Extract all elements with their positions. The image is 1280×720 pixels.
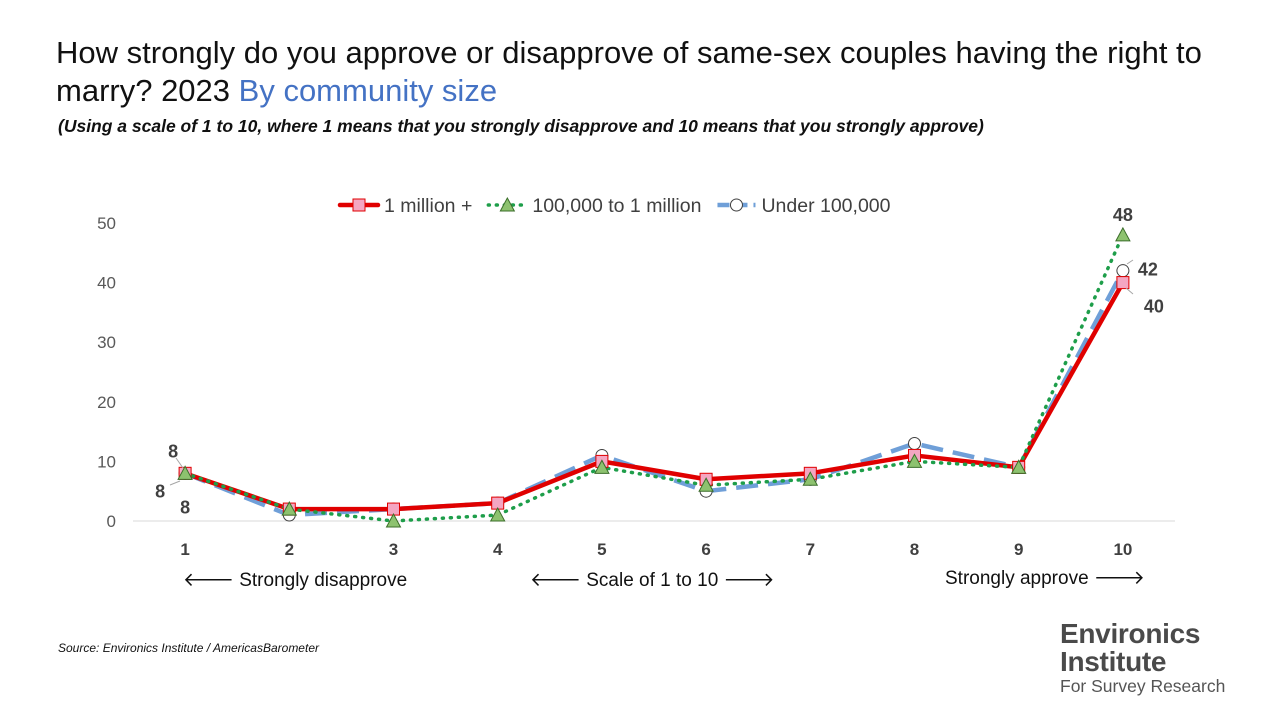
source-note: Source: Environics Institute / AmericasB…	[58, 641, 319, 655]
logo-line-1: Environics	[1060, 618, 1201, 649]
series-2-point	[177, 465, 193, 480]
series-3-point	[908, 437, 921, 451]
data-label: 48	[1113, 205, 1133, 225]
series-line-1	[182, 280, 1126, 512]
series-2-point	[594, 459, 610, 474]
data-label: 42	[1138, 260, 1158, 280]
y-tick-label: 0	[107, 512, 116, 531]
environics-logo: Environics Institute For Survey Research	[1060, 620, 1225, 696]
series-2-point	[489, 506, 506, 522]
series-2-point	[802, 471, 819, 486]
x-tick-label: 8	[910, 540, 919, 559]
leader-line	[1126, 259, 1134, 265]
data-label: 40	[1144, 297, 1164, 317]
annotation-scale: 🡐 Scale of 1 to 10 🡒	[530, 570, 775, 591]
title-main: How strongly do you approve or disapprov…	[56, 35, 1202, 108]
chart-title: How strongly do you approve or disapprov…	[56, 34, 1236, 110]
x-tick-label: 9	[1014, 540, 1023, 559]
x-tick-label: 7	[806, 540, 815, 559]
y-tick-label: 50	[97, 214, 116, 233]
annotation-strongly-approve: Strongly approve 🡒	[945, 568, 1145, 589]
data-label: 8	[155, 481, 165, 501]
x-tick-label: 2	[285, 540, 294, 559]
x-tick-label: 5	[597, 540, 606, 559]
series-2-point	[698, 477, 714, 492]
leader-line	[169, 480, 181, 486]
x-tick-label: 6	[701, 540, 710, 559]
series-1-point	[1116, 276, 1130, 290]
leader-line	[1125, 287, 1134, 295]
legend-marker-2	[499, 196, 516, 212]
annotation-strongly-disapprove: 🡐 Strongly disapprove	[183, 570, 408, 591]
y-tick-label: 10	[97, 452, 116, 471]
legend-label-1: 1 million +	[384, 195, 472, 217]
series-2-point	[281, 501, 298, 516]
y-tick-label: 40	[97, 274, 116, 293]
series-3-point	[1116, 264, 1130, 278]
series-line-3	[184, 269, 1125, 518]
chart-subtitle: (Using a scale of 1 to 10, where 1 means…	[58, 116, 984, 136]
y-tick-label: 20	[97, 393, 116, 412]
leader-line	[175, 457, 184, 469]
x-tick-label: 3	[389, 540, 398, 559]
legend-marker-1	[352, 198, 366, 212]
legend-marker-3	[729, 198, 743, 212]
data-label: 8	[180, 497, 190, 517]
series-2-point	[1010, 459, 1027, 474]
legend-label-2: 100,000 to 1 million	[532, 195, 701, 217]
logo-line-3: For Survey Research	[1060, 676, 1226, 696]
y-tick-label: 30	[97, 333, 116, 352]
x-tick-label: 4	[493, 540, 503, 559]
logo-line-2: Institute	[1060, 646, 1167, 677]
data-label: 8	[168, 441, 178, 461]
series-2-point	[1115, 226, 1131, 242]
title-accent: By community size	[238, 73, 498, 108]
x-tick-label: 1	[180, 540, 189, 559]
legend-label-3: Under 100,000	[761, 195, 890, 217]
x-tick-label: 10	[1113, 540, 1132, 559]
series-2-point	[906, 453, 923, 468]
series-2-point	[385, 512, 402, 528]
series-line-2	[183, 233, 1125, 523]
